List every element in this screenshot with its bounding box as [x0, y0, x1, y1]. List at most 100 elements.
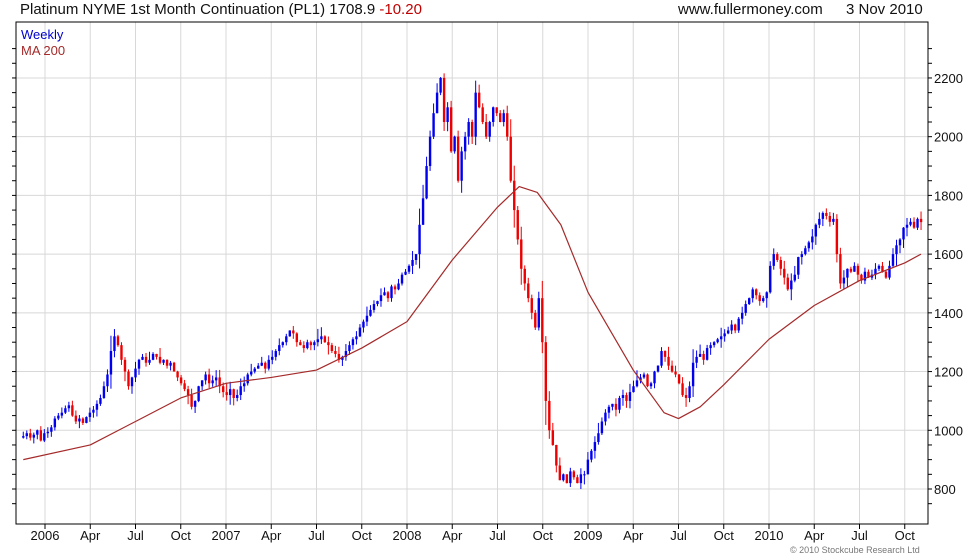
candle-body [127, 371, 130, 387]
candle-body [509, 136, 512, 181]
candle-body [477, 92, 481, 108]
candle-body [102, 386, 106, 398]
candle-body [484, 122, 488, 137]
candle-body [302, 345, 306, 349]
candle-body [765, 292, 768, 299]
candle-body [828, 215, 832, 222]
candle-body [355, 336, 358, 340]
candle-body [463, 136, 467, 152]
candle-body [800, 254, 804, 258]
candle-body [439, 77, 442, 93]
x-tick-label: Oct [533, 528, 554, 543]
candle-body [92, 409, 95, 413]
candle-body [611, 403, 614, 407]
candle-body [99, 397, 102, 404]
candle-body [85, 417, 88, 423]
candle-body [39, 430, 43, 441]
candle-body [200, 380, 204, 387]
candle-body [569, 471, 572, 484]
candle-body [442, 77, 446, 122]
candle-body [257, 365, 260, 369]
candle-body [172, 362, 176, 372]
candle-body [663, 351, 667, 357]
candle-body [239, 386, 242, 396]
y-tick-label: 1000 [934, 423, 963, 438]
candle-body [492, 107, 495, 122]
candle-body [762, 298, 765, 302]
copyright: © 2010 Stockcube Research Ltd [790, 545, 920, 555]
candle-body [737, 318, 740, 331]
candle-body [421, 198, 425, 225]
candle-body [839, 254, 842, 284]
candle-body [207, 374, 211, 384]
candle-body [446, 107, 449, 122]
candle-body [74, 415, 78, 422]
candle-body [902, 227, 905, 240]
candle-body [179, 377, 183, 384]
candle-body [513, 180, 516, 211]
candle-body [309, 342, 313, 346]
candle-body [88, 412, 92, 418]
candle-body [793, 274, 796, 281]
candle-body [646, 374, 649, 387]
candle-body [751, 289, 754, 299]
candle-body [228, 389, 232, 396]
candle-body [22, 436, 25, 438]
x-tick-label: 2007 [212, 528, 241, 543]
candle-body [874, 268, 877, 275]
candle-body [36, 430, 39, 435]
candle-body [565, 474, 569, 484]
candle-body [733, 324, 737, 331]
candle-body [295, 333, 299, 343]
candle-body [323, 336, 327, 343]
candle-body [895, 245, 898, 255]
y-tick-label: 2000 [934, 130, 963, 145]
x-tick-label: 2009 [574, 528, 603, 543]
candle-body [43, 433, 46, 441]
candle-body [64, 408, 67, 413]
candle-body [334, 351, 337, 354]
candle-body [148, 359, 151, 363]
candle-body [243, 383, 246, 387]
candle-body [376, 301, 379, 305]
candle-body [705, 348, 709, 360]
candle-body [607, 406, 611, 413]
candle-body [292, 330, 295, 334]
candle-body [744, 304, 747, 313]
candle-body [590, 450, 593, 460]
x-tick-label: Apr [804, 528, 825, 543]
x-tick-label: 2010 [755, 528, 784, 543]
candle-body [758, 295, 761, 302]
candle-body [141, 356, 144, 360]
candle-body [271, 356, 274, 360]
candle-body [344, 351, 348, 357]
candle-body [716, 339, 719, 343]
candle-body [250, 371, 253, 375]
x-tick-label: 2008 [393, 528, 422, 543]
candle-body [418, 224, 421, 255]
legend-ma200: MA 200 [21, 43, 66, 58]
ma200-line [23, 185, 922, 461]
candle-body [60, 412, 64, 416]
candle-body [116, 336, 120, 346]
candle-body [386, 292, 390, 299]
candle-body [162, 359, 165, 363]
y-tick-label: 1800 [934, 188, 963, 203]
candle-body [811, 236, 814, 243]
site-link[interactable]: www.fullermoney.com [678, 1, 823, 18]
candle-body [769, 265, 772, 293]
candle-body [470, 122, 474, 137]
candle-body [67, 405, 71, 409]
candle-body [909, 221, 912, 225]
candle-body [881, 265, 884, 272]
x-tick-label: Oct [714, 528, 735, 543]
candle-body [211, 380, 214, 384]
candle-body [618, 397, 621, 410]
candle-body [425, 166, 428, 199]
candle-body [362, 321, 365, 328]
candle-body [772, 254, 775, 266]
candle-body [667, 356, 670, 366]
candle-body [411, 259, 414, 266]
